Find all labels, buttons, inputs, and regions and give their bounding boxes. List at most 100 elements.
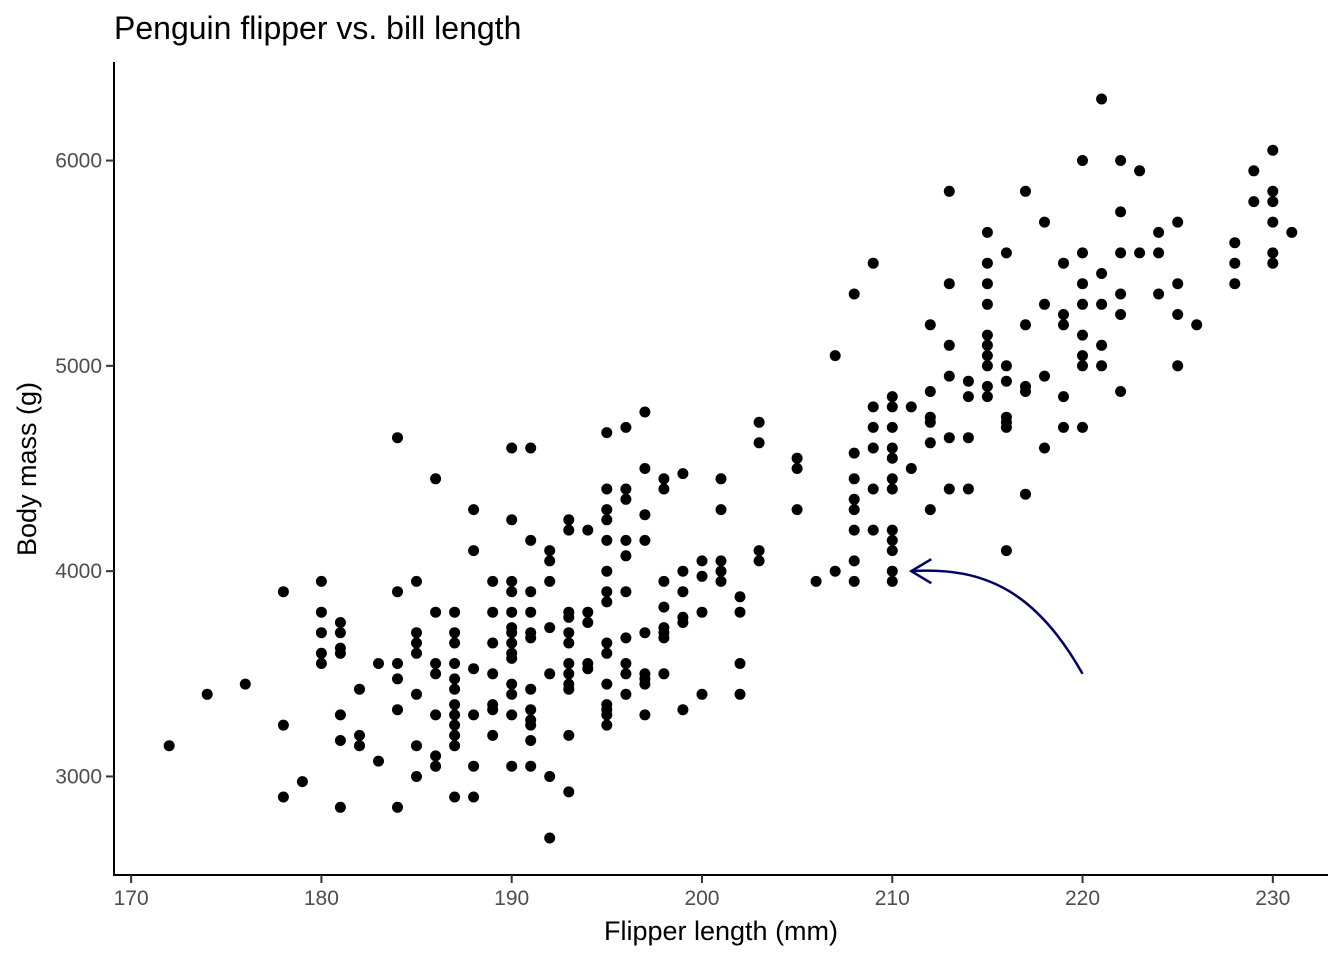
data-point (962, 391, 974, 403)
data-point (392, 658, 403, 669)
data-point (487, 606, 499, 618)
data-point (848, 288, 860, 300)
data-point (696, 555, 708, 567)
data-point (449, 740, 461, 752)
data-point (1267, 257, 1279, 269)
data-point (315, 575, 327, 587)
data-point (1267, 247, 1279, 259)
data-point (449, 699, 461, 711)
data-point (468, 791, 480, 803)
data-point (601, 709, 613, 721)
data-point (1229, 237, 1241, 249)
data-point (1172, 216, 1184, 228)
data-point (1248, 165, 1260, 177)
data-point (506, 760, 518, 772)
data-point (449, 791, 461, 803)
data-point (1267, 216, 1279, 228)
data-point (677, 586, 689, 598)
data-point (981, 278, 993, 290)
data-point (1229, 278, 1241, 290)
data-point (829, 565, 841, 577)
data-point (315, 647, 327, 659)
data-point (315, 658, 327, 669)
data-point (449, 719, 461, 731)
data-point (449, 673, 461, 685)
data-point (544, 545, 556, 557)
data-point (943, 370, 955, 382)
data-point (924, 386, 936, 397)
data-point (981, 257, 993, 269)
data-point (1286, 226, 1298, 238)
data-point (239, 678, 251, 690)
data-point (753, 555, 765, 567)
data-point (791, 463, 803, 474)
data-point (544, 555, 556, 567)
data-point (582, 663, 594, 675)
data-point (601, 678, 613, 690)
data-point (544, 575, 556, 587)
data-point (1077, 350, 1088, 362)
data-point (886, 452, 898, 464)
data-point (1172, 309, 1184, 320)
data-point (430, 709, 442, 721)
data-point (525, 704, 537, 716)
data-point (487, 575, 499, 587)
data-point (1039, 370, 1050, 382)
data-point (696, 570, 708, 582)
data-point (525, 719, 537, 731)
data-point (867, 483, 879, 495)
data-point (734, 688, 746, 700)
data-point (715, 504, 727, 516)
data-point (411, 771, 422, 782)
data-point (886, 483, 898, 495)
data-point (449, 637, 461, 649)
data-point (392, 801, 403, 813)
data-point (848, 504, 860, 516)
data-point (1115, 247, 1127, 259)
x-tick-label: 170 (114, 887, 149, 910)
data-point (334, 735, 346, 746)
x-tick-label: 230 (1255, 887, 1290, 910)
data-point (886, 524, 898, 536)
data-point (392, 704, 403, 716)
data-point (620, 550, 632, 562)
data-point (1058, 391, 1069, 403)
data-point (163, 740, 175, 752)
data-point (506, 606, 518, 618)
data-point (430, 760, 442, 772)
data-point (867, 524, 879, 536)
data-point (867, 421, 879, 433)
data-point (1096, 268, 1108, 279)
data-point (734, 606, 746, 618)
data-point (277, 586, 289, 598)
data-point (848, 473, 860, 485)
data-point (1267, 196, 1279, 208)
data-point (1020, 319, 1031, 331)
x-tick-label: 200 (684, 887, 719, 910)
data-point (430, 658, 442, 669)
data-point (658, 601, 670, 613)
data-point (334, 801, 346, 813)
data-point (924, 319, 936, 331)
data-point (943, 483, 955, 495)
data-point (829, 350, 841, 362)
data-point (487, 637, 499, 649)
data-point (506, 442, 518, 454)
data-point (411, 647, 422, 659)
data-point (411, 688, 422, 700)
data-point (315, 606, 327, 618)
y-axis-ticks: 3000 4000 5000 6000 (55, 150, 114, 788)
data-point (848, 493, 860, 505)
data-point (981, 329, 993, 341)
data-point (1000, 247, 1012, 259)
data-point (981, 298, 993, 310)
data-point (886, 421, 898, 433)
data-point (1077, 360, 1088, 372)
annotation-arrow-curve (911, 569, 1084, 675)
data-point (639, 463, 651, 474)
data-point (696, 688, 708, 700)
data-point (886, 565, 898, 577)
annotation-arrow-head (908, 558, 932, 585)
data-point (582, 617, 594, 628)
data-point (506, 514, 518, 526)
